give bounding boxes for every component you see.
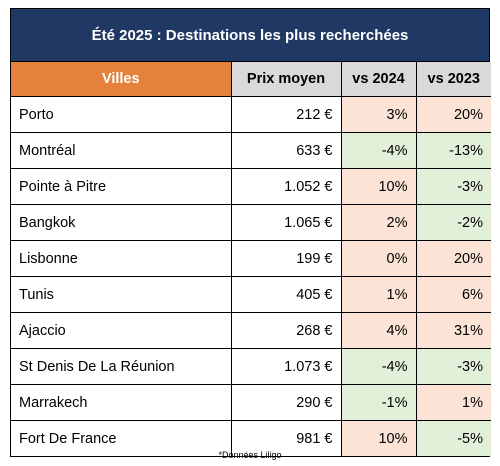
- city-cell: Ajaccio: [11, 312, 232, 349]
- vs-2024-cell: -4%: [340, 132, 417, 169]
- table-row: Ajaccio 268 €4% 31%: [11, 312, 491, 349]
- price-cell: 212 €: [230, 96, 342, 133]
- vs-2024-cell: 4%: [340, 312, 417, 349]
- price-cell: 633 €: [230, 132, 342, 169]
- city-cell: St Denis De La Réunion: [11, 348, 232, 385]
- city-cell: Tunis: [11, 276, 232, 313]
- price-cell: 1.065 €: [230, 204, 342, 241]
- vs-2024-cell: 3%: [340, 96, 417, 133]
- table-row: St Denis De La Réunion 1.073 € -4% -3%: [11, 348, 491, 385]
- vs-2023-cell: 20%: [415, 240, 491, 277]
- table-row: Tunis 405 €1% 6%: [11, 276, 491, 313]
- table-row: Lisbonne 199 €0% 20%: [11, 240, 491, 277]
- price-cell: 981 €: [230, 420, 342, 456]
- vs-2023-cell: -2%: [415, 204, 491, 241]
- vs-2024-cell: 2%: [340, 204, 417, 241]
- vs-2023-cell: 1%: [415, 384, 491, 421]
- city-cell: Lisbonne: [11, 240, 232, 277]
- table-row: Bangkok 1.065 €2% -2%: [11, 204, 491, 241]
- vs-2024-cell: 0%: [340, 240, 417, 277]
- table-title: Été 2025 : Destinations les plus recherc…: [11, 9, 489, 62]
- vs-2023-cell: 20%: [415, 96, 491, 133]
- price-cell: 1.052 €: [230, 168, 342, 205]
- price-cell: 1.073 €: [230, 348, 342, 385]
- vs-2023-cell: 31%: [415, 312, 491, 349]
- vs-2024-cell: 1%: [340, 276, 417, 313]
- vs-2024-cell: -4%: [340, 348, 417, 385]
- header-vs-2024: vs 2024: [340, 62, 417, 97]
- vs-2024-cell: 10%: [340, 420, 417, 456]
- price-cell: 405 €: [230, 276, 342, 313]
- table-row: Pointe à Pitre 1.052 €10% -3%: [11, 168, 491, 205]
- table-row: Marrakech 290 € -1% 1%: [11, 384, 491, 421]
- header-villes: Villes: [11, 62, 232, 97]
- city-cell: Pointe à Pitre: [11, 168, 232, 205]
- price-cell: 199 €: [230, 240, 342, 277]
- vs-2024-cell: 10%: [340, 168, 417, 205]
- vs-2023-cell: -3%: [415, 168, 491, 205]
- source-note: *Données Liligo: [218, 450, 282, 460]
- vs-2023-cell: 6%: [415, 276, 491, 313]
- table-row: Fort De France 981 €10% -5%: [11, 420, 491, 456]
- vs-2024-cell: -1%: [340, 384, 417, 421]
- city-cell: Marrakech: [11, 384, 232, 421]
- vs-2023-cell: -3%: [415, 348, 491, 385]
- header-vs-2023: vs 2023: [415, 62, 491, 97]
- vs-2023-cell: -13%: [415, 132, 491, 169]
- city-cell: Porto: [11, 96, 232, 133]
- city-cell: Fort De France: [11, 420, 232, 456]
- price-cell: 268 €: [230, 312, 342, 349]
- city-cell: Bangkok: [11, 204, 232, 241]
- table-row: Porto 212 €3% 20%: [11, 96, 491, 133]
- city-cell: Montréal: [11, 132, 232, 169]
- header-row: Villes Prix moyen vs 2024 vs 2023: [11, 62, 491, 97]
- header-prix-moyen: Prix moyen: [230, 62, 342, 97]
- price-cell: 290 €: [230, 384, 342, 421]
- table-row: Montréal 633 € -4% -13%: [11, 132, 491, 169]
- destinations-table: Été 2025 : Destinations les plus recherc…: [10, 8, 491, 457]
- vs-2023-cell: -5%: [415, 420, 491, 456]
